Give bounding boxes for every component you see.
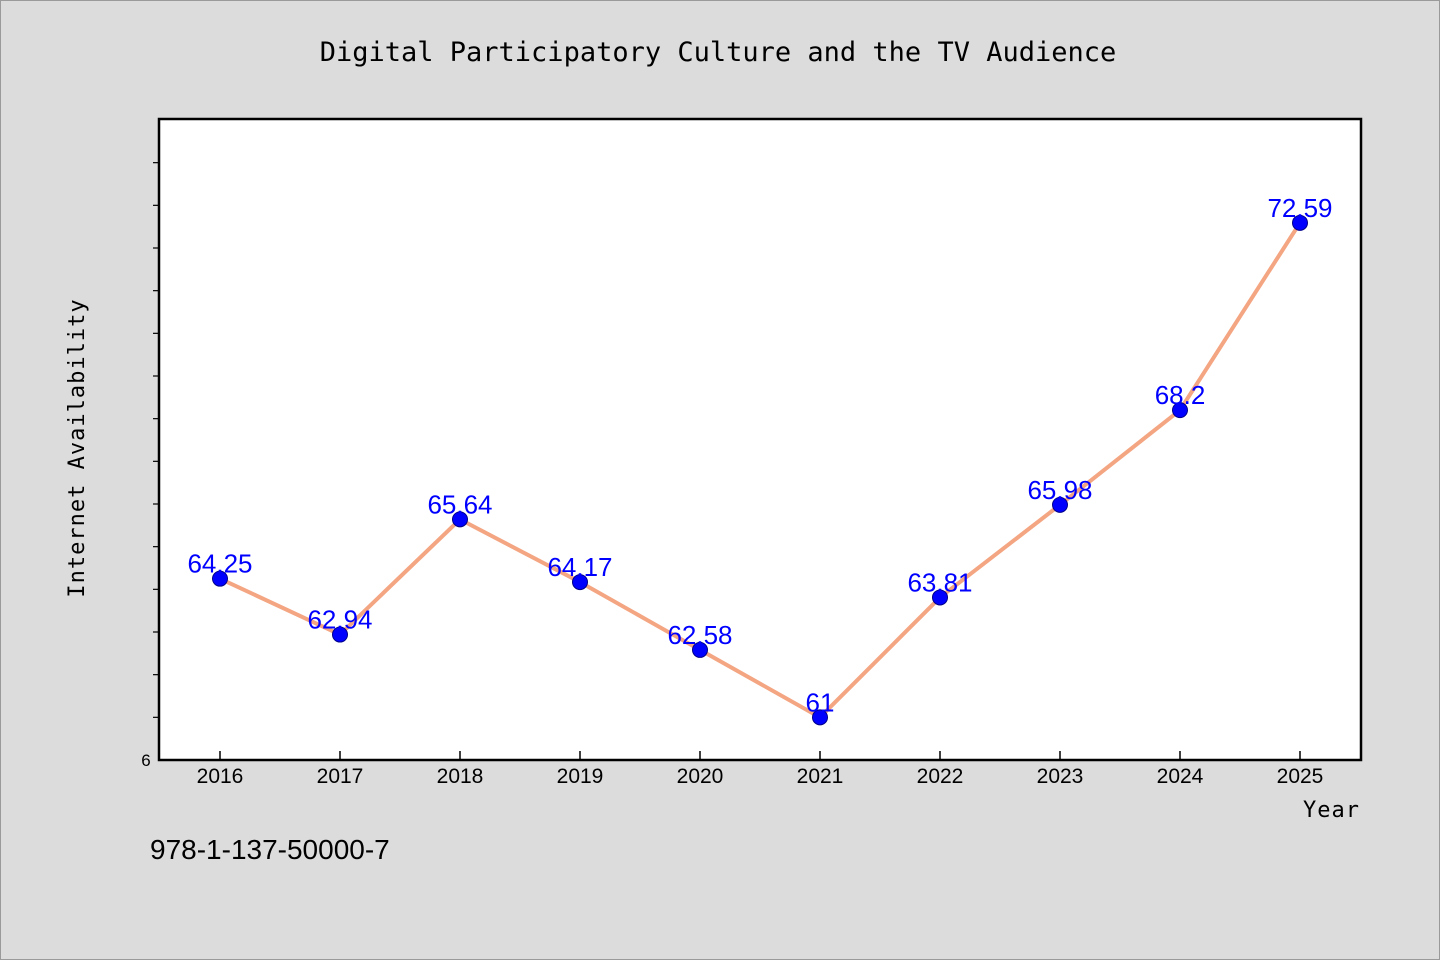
data-point bbox=[812, 709, 828, 726]
x-tick-label: 2021 bbox=[797, 765, 844, 788]
x-tick-label: 2019 bbox=[557, 765, 604, 788]
data-point bbox=[1292, 214, 1308, 231]
x-tick-label: 2018 bbox=[437, 765, 484, 788]
data-label: 68.2 bbox=[1155, 380, 1206, 410]
data-point bbox=[452, 511, 468, 528]
y-axis-title: Internet Availability bbox=[65, 298, 90, 597]
data-label: 72.59 bbox=[1267, 193, 1332, 223]
x-axis-ticks: 2016 2017 2018 2019 2020 2021 2022 2023 2024 2025 bbox=[197, 751, 1324, 788]
plot-area bbox=[157, 117, 1363, 762]
data-point bbox=[332, 626, 348, 643]
data-label: 64.25 bbox=[187, 549, 252, 579]
data-label: 65.64 bbox=[427, 489, 492, 519]
data-point bbox=[932, 589, 948, 606]
y-tick-label: 6 bbox=[141, 751, 150, 770]
data-point bbox=[572, 574, 588, 591]
data-label: 65.98 bbox=[1027, 475, 1092, 505]
x-tick-label: 2017 bbox=[317, 765, 364, 788]
series-line bbox=[218, 220, 1302, 720]
x-tick-label: 2025 bbox=[1277, 765, 1324, 788]
data-point bbox=[692, 641, 708, 658]
data-label: 61 bbox=[806, 687, 835, 717]
isbn-text: 978-1-137-50000-7 bbox=[150, 834, 390, 865]
data-point bbox=[1052, 496, 1068, 513]
data-point bbox=[212, 570, 228, 587]
data-label: 64.17 bbox=[547, 552, 612, 582]
data-point bbox=[1172, 402, 1188, 419]
x-tick-label: 2022 bbox=[917, 765, 964, 788]
series-layer: 64.25 62.94 65.64 64.17 62.58 61 63.81 65.98 68.… bbox=[187, 193, 1333, 726]
x-tick-label: 2024 bbox=[1157, 765, 1204, 788]
x-tick-label: 2016 bbox=[197, 765, 244, 788]
data-label: 62.58 bbox=[667, 620, 732, 650]
x-axis-title: Year bbox=[1303, 798, 1360, 823]
x-tick-label: 2023 bbox=[1037, 765, 1084, 788]
data-label: 63.81 bbox=[907, 567, 972, 597]
x-tick-label: 2020 bbox=[677, 765, 724, 788]
y-axis-ticks bbox=[153, 162, 160, 718]
chart-title: Digital Participatory Culture and the TV… bbox=[320, 37, 1117, 68]
data-label: 62.94 bbox=[307, 605, 372, 635]
